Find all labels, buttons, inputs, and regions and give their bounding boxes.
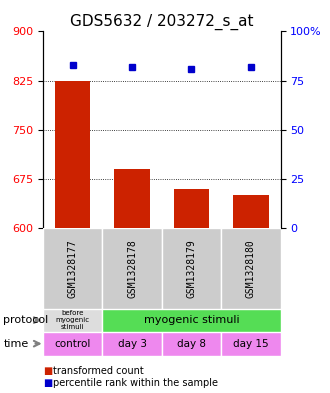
FancyBboxPatch shape [102,309,280,332]
Text: percentile rank within the sample: percentile rank within the sample [53,378,218,388]
Title: GDS5632 / 203272_s_at: GDS5632 / 203272_s_at [70,14,253,30]
Text: day 15: day 15 [233,339,269,349]
FancyBboxPatch shape [43,332,102,356]
Text: transformed count: transformed count [53,366,144,376]
Text: time: time [3,339,29,349]
Text: control: control [54,339,91,349]
FancyBboxPatch shape [221,228,280,309]
FancyBboxPatch shape [43,309,102,332]
Text: GSM1328178: GSM1328178 [127,239,137,298]
FancyBboxPatch shape [102,228,162,309]
Text: GSM1328179: GSM1328179 [186,239,196,298]
Text: myogenic stimuli: myogenic stimuli [144,315,239,325]
FancyBboxPatch shape [102,332,162,356]
Text: GSM1328177: GSM1328177 [68,239,78,298]
Text: ■: ■ [43,366,52,376]
Text: before
myogenic
stimuli: before myogenic stimuli [55,310,90,330]
Text: GSM1328180: GSM1328180 [246,239,256,298]
Text: ■: ■ [43,378,52,388]
FancyBboxPatch shape [43,228,102,309]
Bar [233,195,269,228]
Bar [55,81,90,228]
Text: day 8: day 8 [177,339,206,349]
Text: day 3: day 3 [117,339,147,349]
Bar [174,189,209,228]
FancyBboxPatch shape [221,332,280,356]
Bar [114,169,150,228]
FancyBboxPatch shape [162,332,221,356]
Text: protocol: protocol [3,315,49,325]
FancyBboxPatch shape [162,228,221,309]
